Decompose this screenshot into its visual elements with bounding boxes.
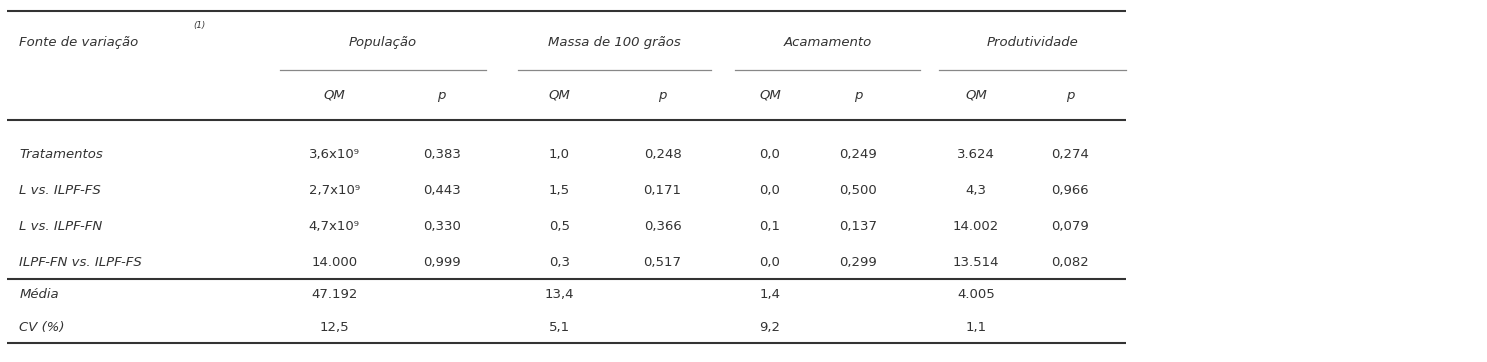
Text: QM: QM xyxy=(549,89,571,102)
Text: 0,443: 0,443 xyxy=(422,184,461,197)
Text: 9,2: 9,2 xyxy=(760,321,781,334)
Text: 0,248: 0,248 xyxy=(644,148,681,161)
Text: 12,5: 12,5 xyxy=(320,321,349,334)
Text: 4.005: 4.005 xyxy=(958,288,995,301)
Text: Massa de 100 grãos: Massa de 100 grãos xyxy=(549,36,681,49)
Text: 0,299: 0,299 xyxy=(840,256,877,269)
Text: 1,1: 1,1 xyxy=(965,321,987,334)
Text: (1): (1) xyxy=(193,21,205,30)
Text: 0,0: 0,0 xyxy=(760,148,781,161)
Text: 0,171: 0,171 xyxy=(644,184,681,197)
Text: p: p xyxy=(659,89,666,102)
Text: L vs. ILPF-FS: L vs. ILPF-FS xyxy=(19,184,101,197)
Text: 2,7x10⁹: 2,7x10⁹ xyxy=(309,184,360,197)
Text: 0,079: 0,079 xyxy=(1051,220,1088,233)
Text: 0,330: 0,330 xyxy=(422,220,461,233)
Text: 0,3: 0,3 xyxy=(549,256,570,269)
Text: Produtividade: Produtividade xyxy=(987,36,1078,49)
Text: p: p xyxy=(854,89,862,102)
Text: 0,517: 0,517 xyxy=(644,256,681,269)
Text: Tratamentos: Tratamentos xyxy=(19,148,103,161)
Text: 3.624: 3.624 xyxy=(958,148,995,161)
Text: 0,500: 0,500 xyxy=(840,184,877,197)
Text: Média: Média xyxy=(19,288,59,301)
Text: 0,1: 0,1 xyxy=(760,220,781,233)
Text: p: p xyxy=(437,89,446,102)
Text: Acamamento: Acamamento xyxy=(784,36,871,49)
Text: 4,7x10⁹: 4,7x10⁹ xyxy=(309,220,360,233)
Text: 0,966: 0,966 xyxy=(1051,184,1088,197)
Text: QM: QM xyxy=(323,89,345,102)
Text: CV (%): CV (%) xyxy=(19,321,65,334)
Text: 14.000: 14.000 xyxy=(311,256,357,269)
Text: 0,5: 0,5 xyxy=(549,220,570,233)
Text: 0,0: 0,0 xyxy=(760,256,781,269)
Text: 47.192: 47.192 xyxy=(311,288,357,301)
Text: 1,0: 1,0 xyxy=(549,148,570,161)
Text: 0,137: 0,137 xyxy=(839,220,877,233)
Text: 0,274: 0,274 xyxy=(1051,148,1090,161)
Text: 13.514: 13.514 xyxy=(953,256,999,269)
Text: 13,4: 13,4 xyxy=(544,288,574,301)
Text: População: População xyxy=(349,36,416,49)
Text: 1,5: 1,5 xyxy=(549,184,570,197)
Text: ILPF-FN vs. ILPF-FS: ILPF-FN vs. ILPF-FS xyxy=(19,256,141,269)
Text: 0,249: 0,249 xyxy=(840,148,877,161)
Text: 14.002: 14.002 xyxy=(953,220,999,233)
Text: 0,366: 0,366 xyxy=(644,220,681,233)
Text: 0,999: 0,999 xyxy=(422,256,461,269)
Text: QM: QM xyxy=(965,89,987,102)
Text: 3,6x10⁹: 3,6x10⁹ xyxy=(309,148,360,161)
Text: 0,383: 0,383 xyxy=(422,148,461,161)
Text: 5,1: 5,1 xyxy=(549,321,570,334)
Text: QM: QM xyxy=(760,89,781,102)
Text: 1,4: 1,4 xyxy=(760,288,781,301)
Text: 0,0: 0,0 xyxy=(760,184,781,197)
Text: 0,082: 0,082 xyxy=(1051,256,1088,269)
Text: L vs. ILPF-FN: L vs. ILPF-FN xyxy=(19,220,103,233)
Text: p: p xyxy=(1066,89,1075,102)
Text: 4,3: 4,3 xyxy=(965,184,986,197)
Text: Fonte de variação: Fonte de variação xyxy=(19,36,138,49)
